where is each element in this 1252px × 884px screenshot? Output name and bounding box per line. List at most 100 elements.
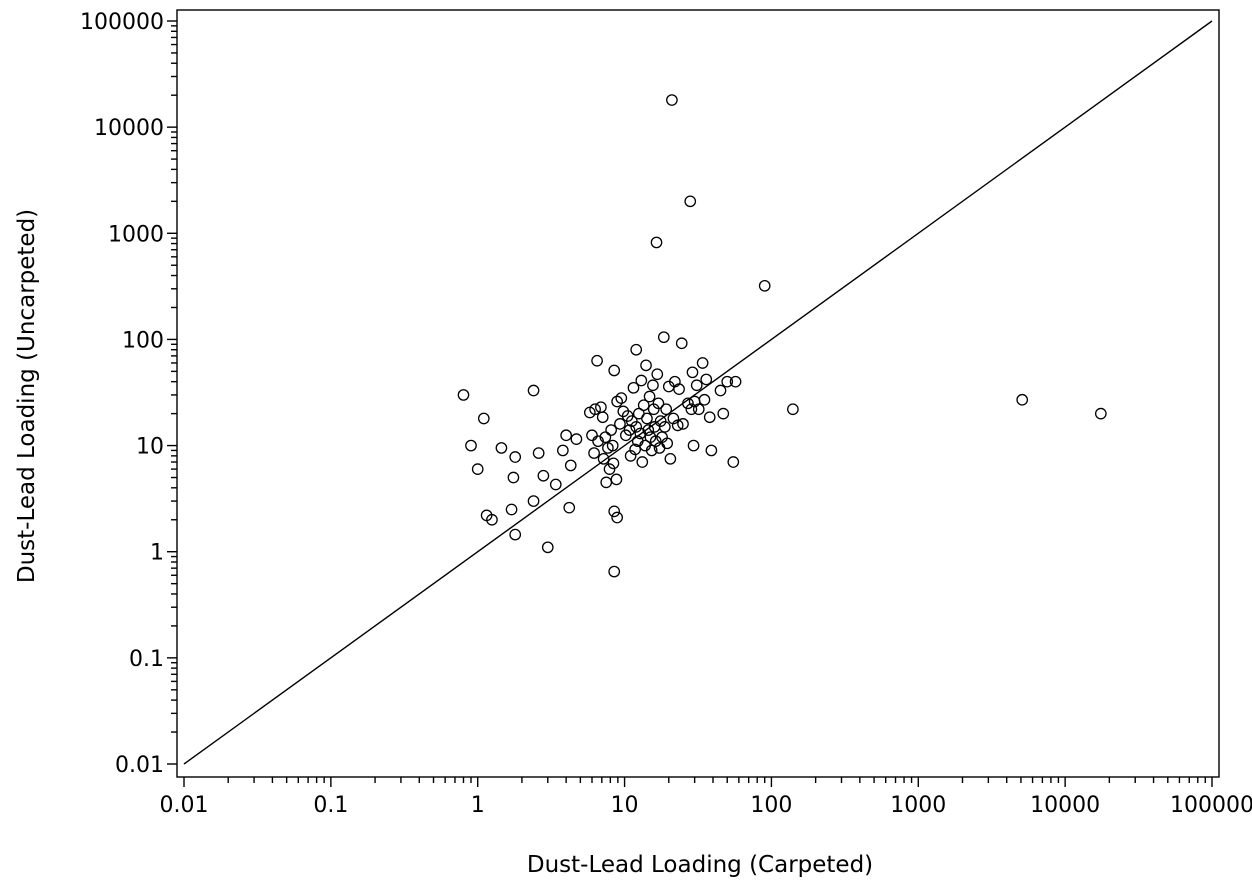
data-point (636, 456, 649, 468)
data-point (658, 421, 671, 433)
data-point (629, 443, 641, 456)
data-point (684, 195, 697, 208)
data-point (611, 395, 623, 408)
data-point (607, 457, 620, 470)
data-point (486, 513, 498, 526)
data-point (673, 383, 685, 396)
data-point (603, 463, 616, 475)
data-point (560, 429, 572, 442)
data-point (527, 384, 540, 397)
data-point (570, 433, 583, 445)
data-point (471, 463, 484, 475)
data-points (457, 94, 1107, 578)
y-tick-label: 1000 (108, 222, 164, 247)
x-axis-tick-labels: 0.01 0.1 1 10 100 1000 10000 100000 (160, 793, 1252, 818)
data-point (650, 236, 663, 249)
data-point (643, 390, 656, 403)
data-point (647, 379, 659, 392)
data-point (640, 359, 652, 372)
data-point (661, 437, 674, 450)
data-point (758, 279, 771, 292)
data-point (596, 411, 609, 424)
data-point (597, 452, 610, 465)
data-point (700, 373, 713, 386)
data-point (623, 424, 636, 436)
data-point (600, 476, 613, 489)
data-point (727, 456, 740, 468)
x-axis-ticks (183, 777, 1213, 787)
plot-frame (176, 9, 1220, 778)
data-point (630, 343, 643, 356)
data-point (635, 374, 648, 387)
data-point (507, 471, 520, 484)
data-point (611, 511, 623, 524)
data-point (457, 389, 470, 401)
data-point (586, 429, 598, 442)
data-point (614, 418, 626, 430)
data-point (563, 501, 576, 514)
x-tick-label: 0.01 (160, 793, 209, 818)
data-point (537, 469, 550, 482)
data-point (641, 412, 653, 425)
data-point (717, 407, 730, 420)
data-point (657, 331, 670, 344)
data-point (1094, 407, 1107, 420)
data-point (599, 431, 612, 444)
x-tick-label: 100000 (1170, 793, 1252, 818)
data-point (634, 427, 647, 440)
data-point (649, 435, 662, 448)
data-point (652, 397, 665, 410)
data-point (705, 444, 718, 457)
data-point (787, 403, 799, 416)
data-point (666, 94, 678, 106)
x-tick-label: 1000 (890, 793, 946, 818)
data-point (637, 399, 650, 412)
data-point (675, 337, 688, 350)
data-point (651, 368, 664, 381)
y-tick-label: 100 (122, 328, 164, 353)
data-point (729, 375, 742, 388)
x-tick-label: 100 (750, 793, 792, 818)
y-tick-label: 0.01 (115, 753, 164, 778)
data-point (541, 541, 554, 554)
y-axis-title: Dust-Lead Loading (Uncarpeted) (14, 209, 40, 583)
data-point (671, 419, 684, 432)
data-point (660, 403, 673, 416)
y-tick-label: 10 (136, 435, 164, 460)
data-point (1016, 393, 1029, 406)
identity-reference-line (183, 20, 1213, 765)
data-point (592, 435, 604, 448)
x-tick-label: 1 (471, 793, 485, 818)
data-point (606, 439, 619, 452)
data-point (664, 452, 677, 465)
data-point (696, 357, 709, 369)
data-point (627, 381, 640, 394)
data-point (686, 366, 699, 379)
data-point (610, 473, 623, 486)
data-point (608, 505, 621, 518)
data-point (630, 421, 643, 433)
data-point (509, 451, 522, 463)
data-point (687, 439, 700, 452)
data-point (721, 375, 734, 388)
x-tick-label: 10000 (1030, 793, 1100, 818)
data-point (505, 503, 518, 516)
data-point (698, 393, 711, 406)
data-point (682, 397, 694, 410)
x-tick-label: 0.1 (313, 793, 348, 818)
y-tick-label: 1 (150, 541, 164, 566)
data-point (549, 478, 562, 491)
data-point (465, 439, 477, 452)
x-axis-title: Dust-Lead Loading (Carpeted) (527, 852, 873, 878)
data-point (477, 412, 490, 425)
x-tick-label: 10 (611, 793, 639, 818)
y-axis-tick-labels: 0.01 0.1 1 10 100 1000 10000 100000 (80, 10, 164, 778)
data-point (588, 447, 600, 459)
data-point (690, 379, 703, 392)
data-point (589, 403, 601, 416)
data-point (654, 415, 667, 427)
data-point (714, 384, 727, 397)
data-point (495, 442, 508, 454)
y-tick-label: 100000 (80, 10, 164, 35)
